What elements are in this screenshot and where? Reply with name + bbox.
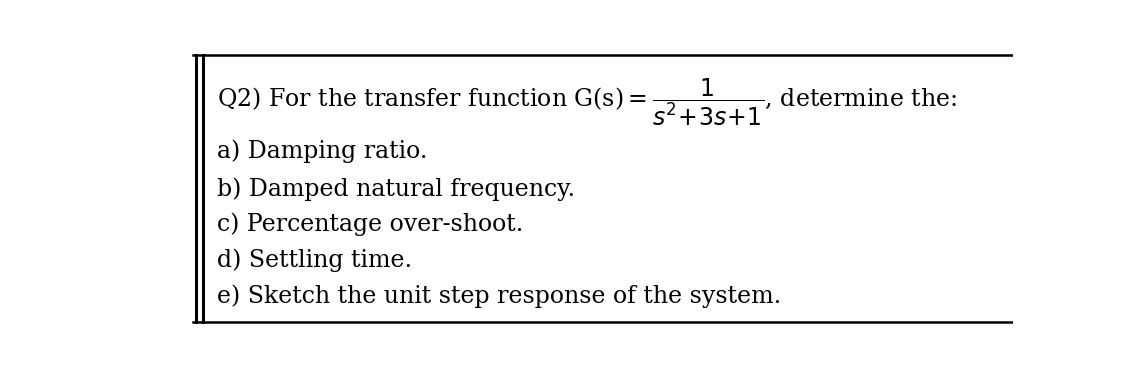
Text: d) Settling time.: d) Settling time. — [217, 249, 413, 272]
Text: b) Damped natural frequency.: b) Damped natural frequency. — [217, 177, 576, 201]
Text: c) Percentage over-shoot.: c) Percentage over-shoot. — [217, 213, 524, 236]
Text: a) Damping ratio.: a) Damping ratio. — [217, 140, 428, 163]
Text: e) Sketch the unit step response of the system.: e) Sketch the unit step response of the … — [217, 285, 782, 308]
Text: Q2) For the transfer function G(s)$=\dfrac{1}{s^2\!+\!3s\!+\!1}$, determine the:: Q2) For the transfer function G(s)$=\dfr… — [217, 76, 957, 128]
